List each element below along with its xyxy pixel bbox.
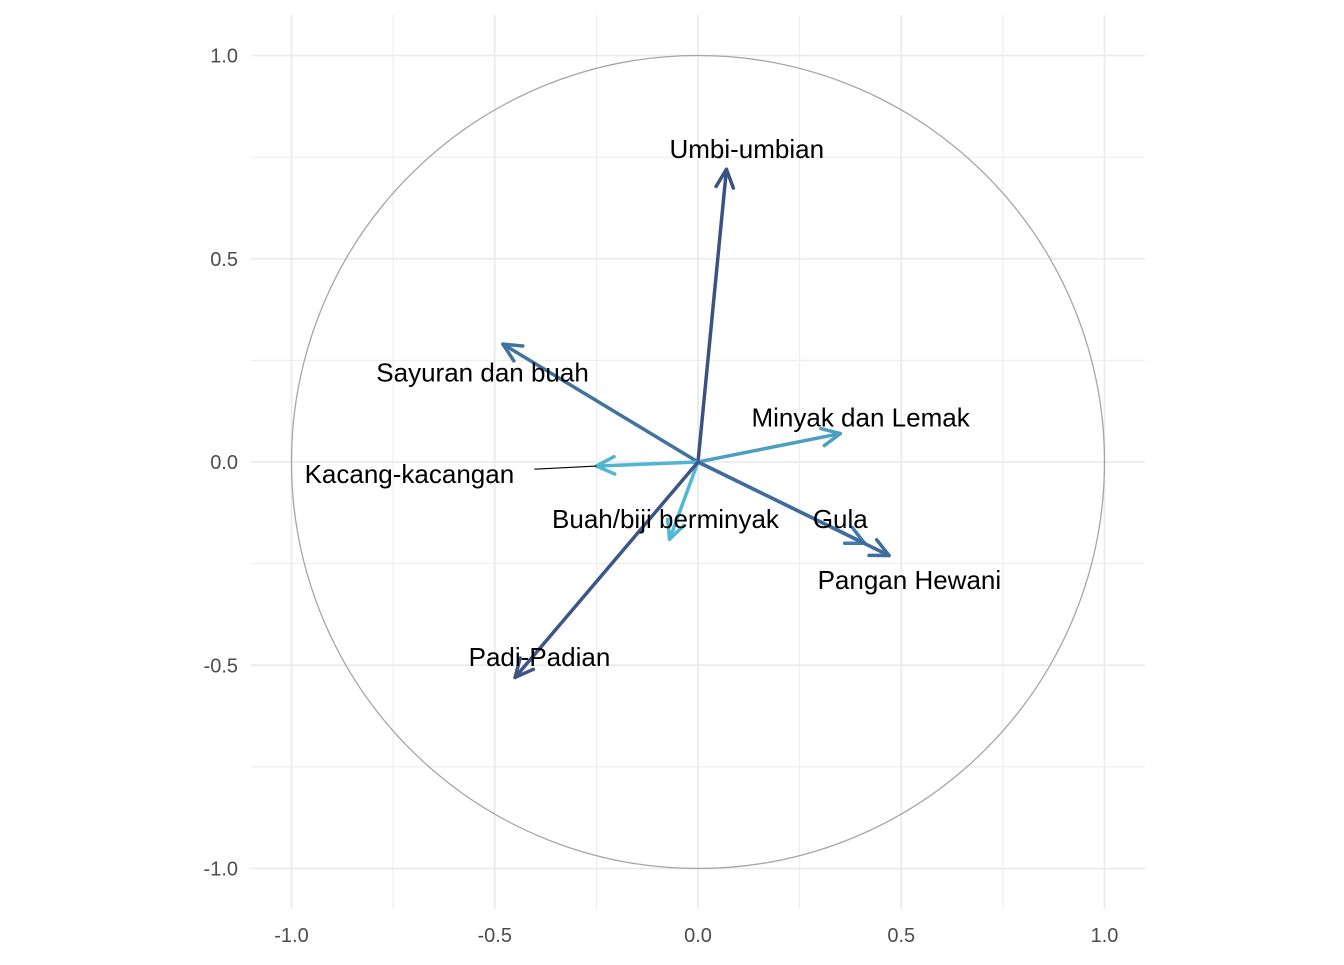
x-tick-label-4: 1.0 (1091, 925, 1119, 947)
arrow-shaft-buah-biji-berminyak (667, 460, 700, 541)
x-tick-label-1: -0.5 (478, 925, 512, 947)
y-tick-label-0: 1.0 (210, 46, 238, 68)
correlation-circle-layer (290, 54, 1106, 870)
x-tick-label-3: 0.5 (887, 925, 915, 947)
arrow-shaft-minyak-dan-lemak (696, 431, 843, 464)
arrow-head-buah-biji-berminyak (665, 517, 686, 541)
arrow-head-umbi-umbian (714, 167, 736, 190)
y-tick-label-4: -1.0 (204, 859, 238, 881)
arrow-shaft-padi-padian (513, 460, 700, 680)
arrow-padi-padian (513, 460, 700, 680)
arrow-shaft-sayuran-dan-buah (501, 342, 700, 464)
x-tick-label-2: 0.0 (684, 925, 712, 947)
variable-label-kacang-kacangan: Kacang-kacangan (305, 459, 515, 489)
arrow-sayuran-dan-buah (501, 342, 700, 464)
arrow-kacang-kacangan (594, 454, 700, 476)
variable-label-umbi-umbian: Umbi-umbian (669, 134, 824, 164)
axis-tick-labels: -1.0 -0.5 0.0 0.5 1.0 1.0 0.5 0.0 -0.5 -1.0 (204, 46, 1119, 948)
variable-label-sayuran-dan-buah: Sayuran dan buah (376, 358, 589, 388)
arrow-shaft-pangan-hewani (696, 460, 891, 558)
arrow-shaft-umbi-umbian (696, 167, 729, 464)
arrow-buah-biji-berminyak (665, 460, 700, 541)
arrow-head-padi-padian (513, 656, 536, 680)
arrow-minyak-dan-lemak (696, 426, 843, 464)
label-leader-kacang-kacangan (534, 465, 597, 470)
arrow-head-minyak-dan-lemak (819, 426, 843, 448)
variable-label-pangan-hewani: Pangan Hewani (818, 565, 1002, 595)
x-tick-label-0: -1.0 (274, 925, 308, 947)
arrow-head-sayuran-dan-buah (501, 342, 525, 363)
y-tick-label-2: 0.0 (210, 452, 238, 474)
y-tick-label-1: 0.5 (210, 249, 238, 271)
arrow-pangan-hewani (696, 460, 891, 558)
variable-label-buah-biji-berminyak: Buah/biji berminyak (552, 504, 780, 534)
variable-label-gula: Gula (813, 504, 868, 534)
unit-circle (290, 54, 1106, 870)
arrow-shaft-kacang-kacangan (594, 460, 700, 468)
variable-label-minyak-dan-lemak: Minyak dan Lemak (751, 402, 970, 432)
variable-arrows (501, 167, 891, 680)
y-tick-label-3: -0.5 (204, 655, 238, 677)
arrow-head-pangan-hewani (867, 538, 891, 558)
variable-label-padi-padian: Padi-Padian (469, 642, 611, 672)
variable-labels: Umbi-umbian Sayuran dan buah Minyak dan Le… (305, 134, 1002, 672)
arrow-umbi-umbian (696, 167, 736, 464)
